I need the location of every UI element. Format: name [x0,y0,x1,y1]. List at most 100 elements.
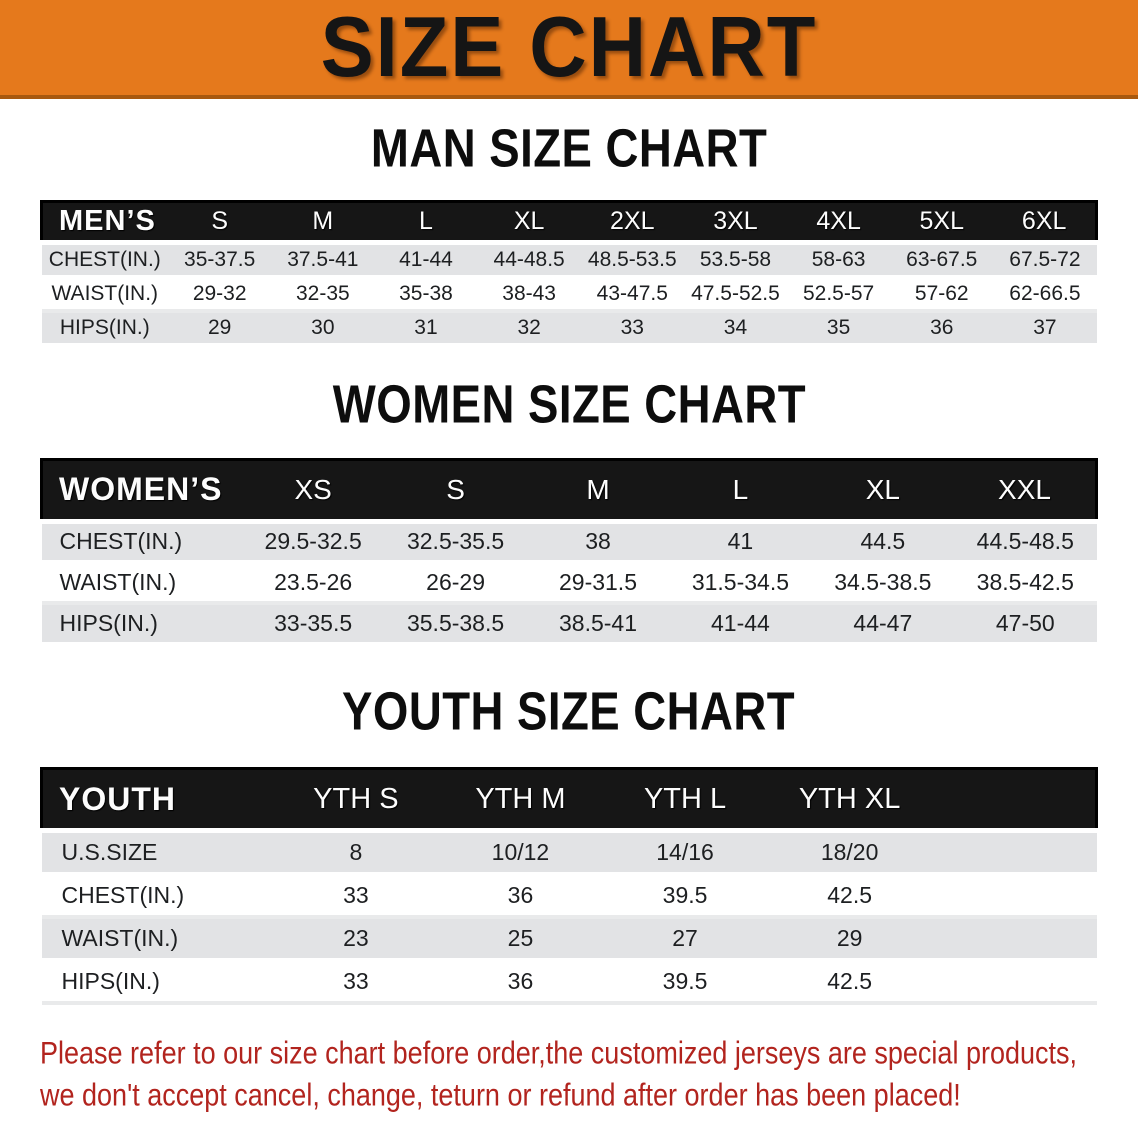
size-table-row: HIPS(IN.) 29 30 31 32 33 34 35 36 37 [41,310,1097,347]
column-header: XL [865,473,900,505]
size-value: 63-67.5 [890,240,994,279]
women-section-title: WOMEN SIZE CHART [332,374,806,435]
column-header: S [446,473,465,505]
column-header: 2XL [610,207,655,235]
disclaimer: Please refer to our size chart before or… [40,1033,1138,1117]
youth-size-table: YOUTH YTH S YTH M YTH L YTH XL U.S.SIZE 8 10/12… [40,767,1098,1005]
row-label: CHEST(IN.) [41,873,274,919]
disclaimer-line-1: Please refer to our size chart before or… [40,1035,1078,1071]
size-table-header-row: MEN’S S M L XL 2XL 3XL 4XL 5XL 6XL [41,201,1097,243]
size-value: 23 [273,916,439,962]
size-value: 29-31.5 [526,562,670,605]
size-value: 35.5-38.5 [384,603,527,646]
column-header: M [586,473,610,505]
size-value: 10/12 [438,828,603,876]
size-value: 32-35 [271,276,375,313]
banner-title: SIZE CHART [320,0,818,95]
size-value: 32.5-35.5 [384,518,527,564]
size-value: 38.5-42.5 [954,562,1097,605]
size-value: 37.5-41 [271,240,375,279]
size-value: 43-47.5 [580,276,684,313]
size-table-row: HIPS(IN.) 33 36 39.5 42.5 [41,959,1097,1005]
size-value: 36 [438,959,603,1005]
size-value: 29.5-32.5 [241,518,385,564]
size-table-row: CHEST(IN.) 33 36 39.5 42.5 [41,873,1097,919]
men-section-title: MAN SIZE CHART [370,119,768,179]
size-value: 42.5 [767,959,932,1005]
size-value: 36 [890,310,994,347]
column-header: S [211,207,229,235]
size-value: 14/16 [602,828,768,876]
size-value [931,828,1097,876]
size-table-row: WAIST(IN.) 23 25 27 29 [41,916,1097,962]
size-value: 41 [669,518,812,564]
column-header: XXL [998,473,1051,505]
size-value: 47.5-52.5 [683,276,788,313]
table-corner-label: MEN’S [59,205,156,237]
size-value: 41-44 [669,603,812,646]
size-value: 53.5-58 [683,240,788,279]
row-label: WAIST(IN.) [41,916,274,962]
size-value: 38-43 [477,276,581,313]
column-header: 6XL [1021,207,1067,235]
size-table-row: WAIST(IN.) 23.5-26 26-29 29-31.5 31.5-34.5 34… [41,562,1097,605]
size-value: 33 [273,873,439,919]
size-value: 31 [374,310,478,347]
size-table-row: U.S.SIZE 8 10/12 14/16 18/20 [41,828,1097,876]
size-value: 32 [477,310,581,347]
size-value: 26-29 [384,562,527,605]
size-value: 62-66.5 [993,276,1097,313]
size-value: 18/20 [767,828,932,876]
size-value: 38.5-41 [526,603,670,646]
row-label: HIPS(IN.) [41,310,169,347]
size-value: 35-37.5 [168,240,272,279]
disclaimer-line-2: we don't accept cancel, change, teturn o… [40,1077,961,1113]
table-corner-label: YOUTH [59,780,176,817]
size-value: 29 [168,310,272,347]
column-header: XL [513,207,545,235]
size-value: 30 [271,310,375,347]
size-value: 44-48.5 [477,240,581,279]
size-value: 33 [580,310,684,347]
size-table-row: HIPS(IN.) 33-35.5 35.5-38.5 38.5-41 41-44 44-… [41,603,1097,646]
size-value: 41-44 [374,240,478,279]
column-header [932,769,1097,831]
banner: SIZE CHART [0,0,1138,99]
column-header: 5XL [919,207,964,235]
size-value: 29-32 [168,276,272,313]
row-label: CHEST(IN.) [41,240,169,279]
size-value: 35 [787,310,891,347]
size-value: 39.5 [602,873,768,919]
size-value: 67.5-72 [993,240,1097,279]
size-value: 57-62 [890,276,994,313]
size-value: 39.5 [602,959,768,1005]
row-label: WAIST(IN.) [41,562,242,605]
size-value [931,873,1097,919]
size-table-row: WAIST(IN.) 29-32 32-35 35-38 38-43 43-47.5 47.… [41,276,1097,313]
row-label: U.S.SIZE [41,828,274,876]
size-value: 48.5-53.5 [580,240,684,279]
column-header: 4XL [816,207,861,235]
column-header: YTH XL [798,782,901,815]
size-value: 8 [273,828,439,876]
size-value: 23.5-26 [241,562,385,605]
column-header: YTH M [475,782,566,815]
size-table-row: CHEST(IN.) 29.5-32.5 32.5-35.5 38 41 44.5 44.5… [41,518,1097,564]
size-value: 36 [438,873,603,919]
table-corner-label: WOMEN’S [59,471,223,507]
size-value: 35-38 [374,276,478,313]
size-value: 37 [993,310,1097,347]
row-label: WAIST(IN.) [41,276,169,313]
size-value: 33-35.5 [241,603,385,646]
size-value: 29 [767,916,932,962]
column-header: M [312,207,334,235]
size-value: 42.5 [767,873,932,919]
size-value: 33 [273,959,439,1005]
size-value: 44-47 [811,603,955,646]
row-label: CHEST(IN.) [41,518,242,564]
size-value: 47-50 [954,603,1097,646]
size-value: 44.5-48.5 [954,518,1097,564]
youth-section-title: YOUTH SIZE CHART [342,682,796,742]
size-value: 31.5-34.5 [669,562,812,605]
